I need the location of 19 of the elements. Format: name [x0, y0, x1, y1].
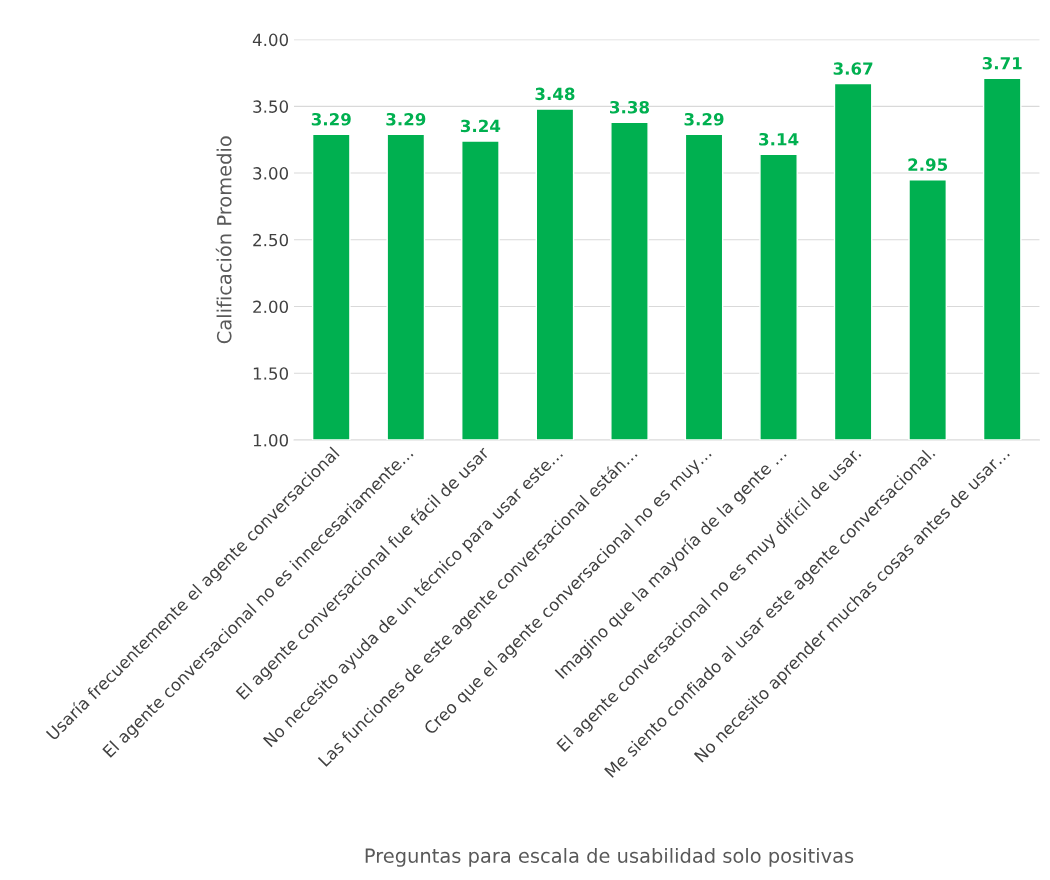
data-label: 3.67: [833, 62, 873, 75]
data-label: 3.38: [610, 100, 649, 114]
data-label: 3.29: [684, 112, 724, 126]
y-tick-label: 3.00: [253, 167, 289, 180]
y-tick-label: 2.50: [253, 233, 289, 247]
y-axis-title: Calificación Promedio: [215, 136, 232, 344]
x-axis-title: Preguntas para escala de usabilidad solo positivas: [365, 847, 854, 867]
data-label: 3.14: [759, 132, 799, 146]
data-label: 3.71: [982, 56, 1022, 70]
data-label: 3.24: [460, 119, 501, 133]
data-label: 3.48: [535, 87, 575, 101]
y-tick-label: 3.50: [253, 100, 289, 113]
y-tick-label: 4.00: [252, 33, 289, 47]
data-label: 3.29: [311, 112, 351, 126]
y-tick-label: 1.50: [253, 367, 289, 380]
data-label: 2.95: [908, 158, 948, 171]
y-tick-label: 2.00: [253, 300, 289, 314]
y-tick-label: 1.00: [253, 433, 289, 447]
data-label: 3.29: [386, 112, 426, 126]
